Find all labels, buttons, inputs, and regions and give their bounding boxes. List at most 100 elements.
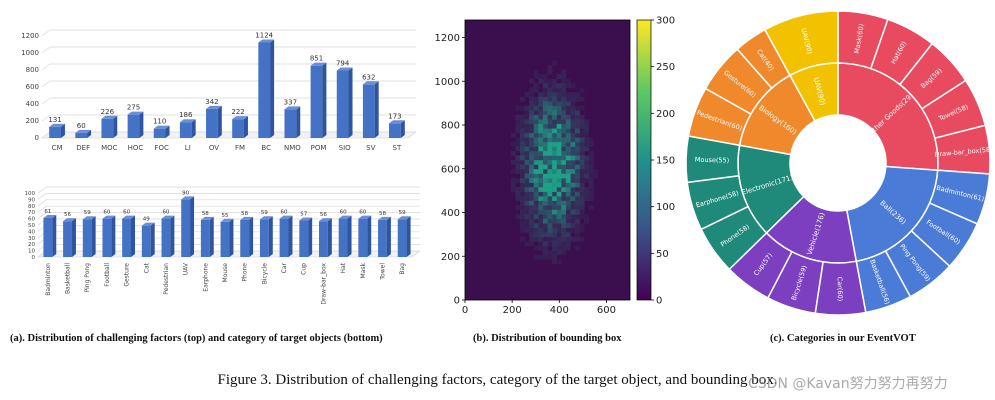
heatmap-cell — [575, 223, 580, 229]
bar-top — [240, 216, 254, 220]
heatmap-cell — [561, 141, 567, 147]
y-tick-label: 40 — [28, 229, 35, 235]
heatmap-cell — [570, 132, 576, 138]
bar-top — [258, 39, 275, 43]
heatmap-cell — [565, 105, 571, 111]
heatmap-cell — [556, 83, 562, 89]
heatmap-cell — [529, 141, 535, 147]
bar-side — [190, 196, 195, 257]
heatmap-cell — [552, 250, 557, 256]
heatmap-cell — [561, 232, 567, 238]
heatmap-cell — [570, 137, 576, 143]
heatmap-cell — [570, 205, 576, 210]
bar-top — [338, 215, 352, 219]
heatmap-cell — [533, 160, 539, 165]
heatmap-cell — [542, 96, 548, 102]
heatmap-cell — [542, 241, 548, 247]
heatmap-cell — [561, 227, 567, 233]
bar-side — [288, 215, 293, 257]
bar-top — [153, 125, 170, 129]
value-label: 1124 — [255, 31, 273, 39]
bar — [82, 219, 92, 257]
heatmap-cell — [575, 209, 580, 215]
heatmap-cell — [570, 164, 576, 170]
heatmap-cell — [515, 169, 521, 174]
heatmap-cell — [524, 205, 530, 210]
bar-side — [111, 215, 116, 257]
x-tick-label: 400 — [550, 305, 569, 316]
bar — [299, 220, 309, 257]
bar-side — [406, 216, 411, 257]
heatmap-cell — [552, 196, 557, 201]
heatmap-cell — [593, 173, 599, 179]
heatmap-cell — [579, 209, 585, 215]
heatmap-cell — [524, 110, 530, 116]
heatmap-cell — [529, 128, 535, 134]
heatmap-cells — [510, 60, 599, 265]
heatmap-cell — [575, 173, 580, 179]
heatmap-cell — [584, 187, 590, 192]
heatmap-cell — [561, 101, 567, 107]
heatmap-cell — [561, 164, 567, 170]
heatmap-cell — [565, 196, 571, 201]
heatmap-cell — [524, 227, 530, 233]
heatmap-cell — [561, 205, 567, 210]
heatmap-cell — [556, 173, 562, 179]
heatmap-cell — [575, 227, 580, 233]
heatmap-cell — [556, 132, 562, 138]
heatmap-cell — [570, 101, 576, 107]
heatmap-cell — [529, 214, 535, 220]
heatmap-cell — [561, 74, 567, 80]
heatmap-cell — [575, 137, 580, 143]
heatmap-cell — [547, 227, 553, 233]
heatmap-cell — [556, 227, 562, 233]
heatmap-cell — [584, 132, 590, 138]
heatmap-cell — [542, 227, 548, 233]
heatmap-cell — [575, 110, 580, 116]
heatmap-cell — [547, 78, 553, 84]
heatmap-cell — [575, 128, 580, 134]
heatmap-cell — [552, 164, 557, 170]
bar-top — [378, 216, 391, 220]
heatmap-cell — [570, 150, 576, 156]
bar-side — [229, 218, 234, 257]
heatmap-cell — [515, 164, 521, 170]
heatmap-cell — [575, 236, 580, 242]
bar — [181, 199, 191, 257]
heatmap-cell — [552, 214, 557, 220]
bar — [220, 221, 230, 257]
heatmap-cell — [552, 200, 557, 206]
heatmap-cell — [584, 164, 590, 170]
heatmap-cell — [565, 169, 571, 174]
heatmap-cell — [520, 173, 525, 179]
heatmap-cell — [570, 114, 576, 120]
heatmap-cell — [542, 196, 548, 201]
bar — [232, 119, 244, 138]
heatmap-cell — [538, 105, 544, 111]
heatmap-cell — [533, 200, 539, 206]
heatmap-cell — [538, 146, 544, 152]
heatmap-cell — [588, 173, 594, 179]
heatmap-cell — [575, 200, 580, 206]
heatmap-cell — [520, 205, 525, 210]
heatmap-cell — [547, 196, 553, 201]
heatmap-cell — [529, 164, 535, 170]
heatmap-cell — [524, 132, 530, 138]
category-label: Cup — [301, 263, 308, 275]
heatmap-cell — [529, 232, 535, 238]
heatmap-cell — [556, 178, 562, 183]
heatmap-cell — [556, 137, 562, 143]
heatmap-cell — [556, 155, 562, 161]
category-label: HOC — [128, 144, 144, 152]
heatmap-cell — [547, 200, 553, 206]
category-label: Hat — [340, 262, 347, 273]
heatmap-cell — [584, 178, 590, 183]
heatmap-cell — [565, 160, 571, 165]
heatmap-cell — [520, 137, 525, 143]
heatmap-cell — [547, 87, 553, 93]
heatmap-cell — [575, 119, 580, 125]
heatmap-cell — [529, 223, 535, 229]
value-label: 60 — [281, 210, 288, 216]
heatmap-cell — [542, 137, 548, 143]
value-label: 222 — [231, 108, 244, 116]
